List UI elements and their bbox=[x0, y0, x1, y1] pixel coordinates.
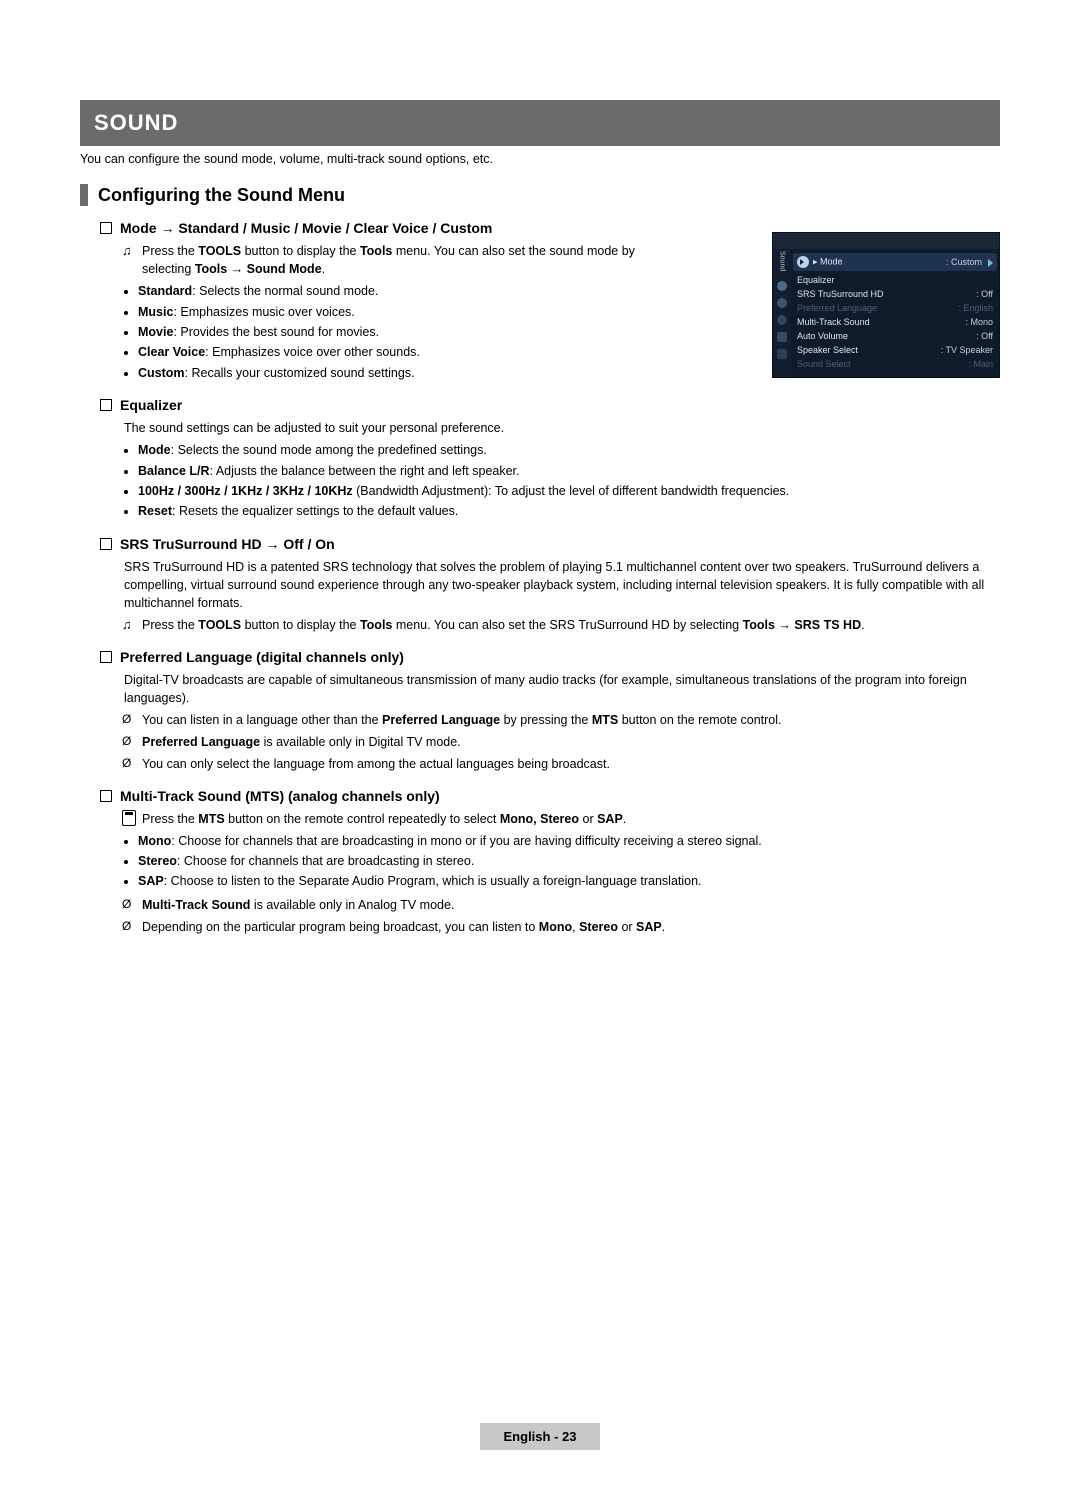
tools-icon: ♫ bbox=[122, 616, 142, 635]
osd-row[interactable]: Multi-Track Sound: Mono bbox=[797, 315, 993, 329]
osd-row[interactable]: SRS TruSurround HD: Off bbox=[797, 287, 993, 301]
preflang-desc: Digital-TV broadcasts are capable of sim… bbox=[124, 671, 1000, 707]
osd-main: ▸ Mode : Custom Equalizer SRS TruSurroun… bbox=[791, 249, 999, 377]
preflang-note2: Ø Preferred Language is available only i… bbox=[124, 733, 1000, 751]
preflang-note1: Ø You can listen in a language other tha… bbox=[124, 711, 1000, 729]
mts-remote-line: Press the MTS button on the remote contr… bbox=[124, 810, 1000, 828]
section-tab-mark bbox=[80, 184, 88, 206]
srs-subhead-text: SRS TruSurround HD → Off / On bbox=[120, 536, 335, 552]
equalizer-subhead: Equalizer bbox=[100, 397, 1000, 413]
intro-text: You can configure the sound mode, volume… bbox=[80, 152, 1000, 166]
note-icon: Ø bbox=[122, 755, 142, 773]
section-title: Configuring the Sound Menu bbox=[98, 185, 345, 206]
mts-list: Mono: Choose for channels that are broad… bbox=[138, 832, 1000, 892]
osd-side-label: Sound bbox=[779, 251, 786, 271]
osd-side-icon bbox=[777, 298, 787, 308]
mode-tool-line: ♫ Press the TOOLS button to display the … bbox=[124, 242, 660, 278]
note-icon: Ø bbox=[122, 896, 142, 914]
preflang-subhead: Preferred Language (digital channels onl… bbox=[100, 649, 1000, 665]
mts-note1: Ø Multi-Track Sound is available only in… bbox=[124, 896, 1000, 914]
checkbox-icon bbox=[100, 651, 112, 663]
osd-row-highlight[interactable]: ▸ Mode : Custom bbox=[793, 253, 997, 271]
equalizer-subhead-text: Equalizer bbox=[120, 397, 182, 413]
remote-icon bbox=[122, 810, 142, 828]
checkbox-icon bbox=[100, 790, 112, 802]
osd-side-icon bbox=[777, 332, 787, 342]
osd-side-icon bbox=[777, 315, 787, 325]
osd-panel: Sound ▸ Mode : Custom Equalizer SRS TruS… bbox=[772, 232, 1000, 378]
osd-row: Preferred Language: English bbox=[797, 301, 993, 315]
osd-row[interactable]: Speaker Select: TV Speaker bbox=[797, 343, 993, 357]
arrow-right-icon bbox=[988, 259, 993, 267]
footer-label: English - 23 bbox=[480, 1423, 601, 1450]
osd-hi-value: : Custom bbox=[946, 257, 982, 267]
equalizer-desc: The sound settings can be adjusted to su… bbox=[124, 419, 1000, 437]
note-icon: Ø bbox=[122, 918, 142, 936]
osd-hi-label: Mode bbox=[820, 256, 843, 266]
speaker-icon bbox=[797, 256, 809, 268]
tools-icon: ♫ bbox=[122, 242, 142, 278]
srs-subhead: SRS TruSurround HD → Off / On bbox=[100, 536, 1000, 552]
osd-row[interactable]: Auto Volume: Off bbox=[797, 329, 993, 343]
checkbox-icon bbox=[100, 538, 112, 550]
mode-subhead-text: Mode → Standard / Music / Movie / Clear … bbox=[120, 220, 492, 236]
mode-list: Standard: Selects the normal sound mode.… bbox=[138, 282, 660, 383]
section-title-row: Configuring the Sound Menu bbox=[80, 184, 1000, 206]
preflang-note3: Ø You can only select the language from … bbox=[124, 755, 1000, 773]
osd-topbar bbox=[773, 233, 999, 249]
osd-row[interactable]: Equalizer bbox=[797, 273, 993, 287]
srs-desc: SRS TruSurround HD is a patented SRS tec… bbox=[124, 558, 1000, 612]
checkbox-icon bbox=[100, 399, 112, 411]
mode-subhead: Mode → Standard / Music / Movie / Clear … bbox=[100, 220, 660, 236]
osd-row: Sound Select: Main bbox=[797, 357, 993, 371]
mts-note2: Ø Depending on the particular program be… bbox=[124, 918, 1000, 936]
note-icon: Ø bbox=[122, 711, 142, 729]
srs-tool-line: ♫ Press the TOOLS button to display the … bbox=[124, 616, 1000, 635]
page-footer: English - 23 bbox=[0, 1423, 1080, 1450]
checkbox-icon bbox=[100, 222, 112, 234]
osd-sidebar: Sound bbox=[773, 249, 791, 377]
preflang-subhead-text: Preferred Language (digital channels onl… bbox=[120, 649, 404, 665]
osd-side-icon bbox=[777, 349, 787, 359]
osd-side-icon bbox=[777, 281, 787, 291]
sound-banner: SOUND bbox=[80, 100, 1000, 146]
mts-subhead-text: Multi-Track Sound (MTS) (analog channels… bbox=[120, 788, 440, 804]
note-icon: Ø bbox=[122, 733, 142, 751]
mts-subhead: Multi-Track Sound (MTS) (analog channels… bbox=[100, 788, 1000, 804]
equalizer-list: Mode: Selects the sound mode among the p… bbox=[138, 441, 1000, 522]
